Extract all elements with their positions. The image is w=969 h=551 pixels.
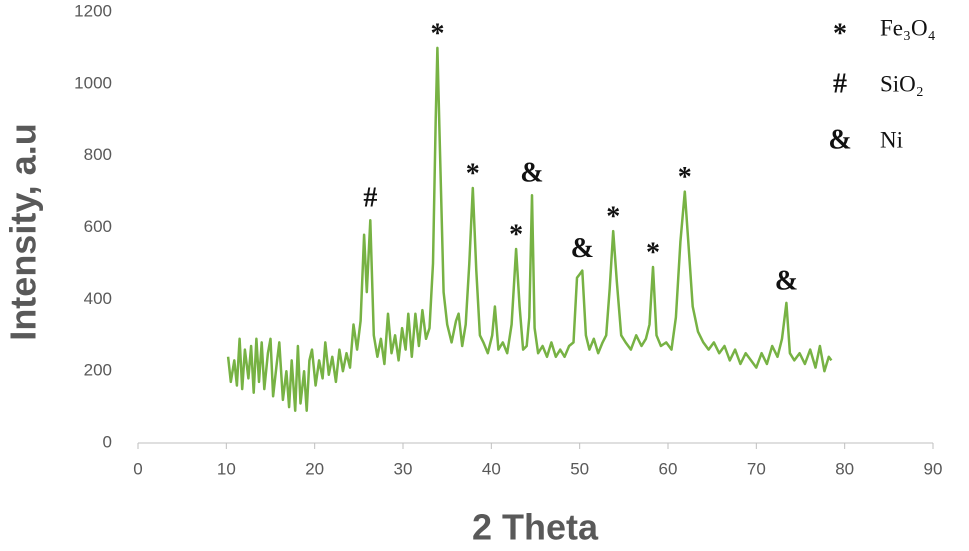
y-tick-label: 1000 (74, 73, 112, 92)
x-tick-label: 90 (924, 459, 943, 478)
legend-symbol: * (833, 18, 847, 49)
legend-symbol: # (833, 68, 847, 99)
x-tick-label: 0 (133, 459, 142, 478)
x-tick-label: 20 (305, 459, 324, 478)
data-line (226, 46, 833, 412)
peak-annotation: # (363, 183, 377, 214)
x-tick-label: 80 (835, 459, 854, 478)
legend-symbol: & (828, 124, 851, 155)
y-tick-label: 200 (84, 361, 112, 380)
y-axis-title: Intensity, a.u (3, 123, 44, 340)
peak-annotation: & (520, 158, 543, 189)
x-tick-label: 40 (482, 459, 501, 478)
x-tick-label: 30 (394, 459, 413, 478)
x-tick-label: 10 (217, 459, 236, 478)
peak-annotation: * (430, 18, 444, 49)
y-tick-label: 800 (84, 145, 112, 164)
legend-label: SiO₂ (880, 71, 924, 96)
y-tick-label: 0 (103, 432, 112, 451)
x-tick-label: 50 (570, 459, 589, 478)
y-tick-label: 600 (84, 217, 112, 236)
y-tick-label: 400 (84, 289, 112, 308)
x-tick-label: 70 (747, 459, 766, 478)
legend-label: Ni (880, 127, 903, 152)
legend-label: Fe₃O₄ (880, 15, 936, 40)
peak-annotation: * (466, 158, 480, 189)
peak-annotation: * (606, 202, 620, 233)
peak-annotation: * (509, 219, 523, 250)
x-tick-label: 60 (659, 459, 678, 478)
peak-annotation: * (646, 237, 660, 268)
y-tick-label: 1200 (74, 1, 112, 20)
peak-annotation: & (775, 265, 798, 296)
peak-annotation: & (571, 233, 594, 264)
peak-annotation: * (678, 162, 692, 193)
x-axis-title: 2 Theta (472, 507, 599, 548)
